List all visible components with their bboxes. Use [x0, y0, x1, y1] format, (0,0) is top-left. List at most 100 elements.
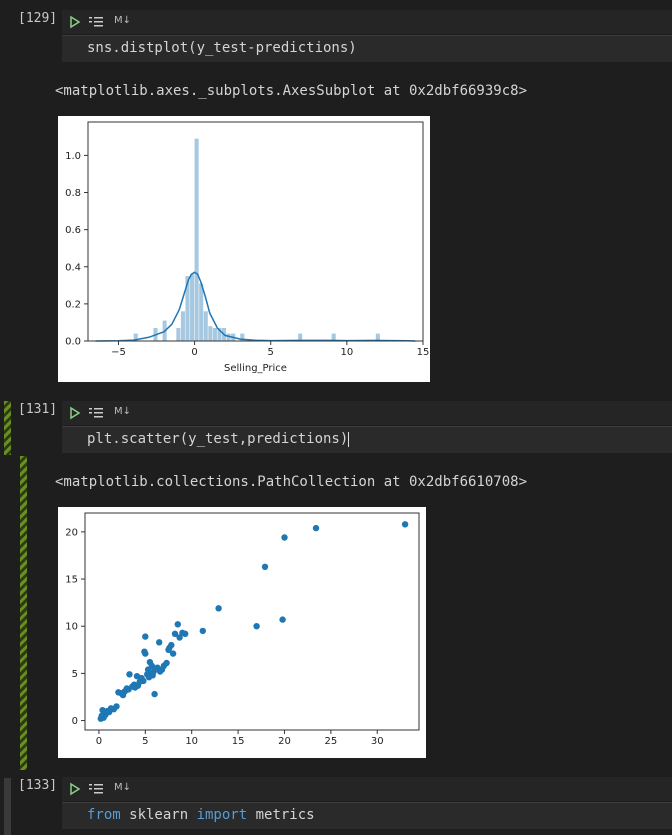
x-tick-label: 20: [278, 736, 291, 747]
y-tick-label: 0: [72, 716, 78, 727]
x-tick-label: 5: [142, 736, 148, 747]
run-cell-icon[interactable]: [68, 15, 82, 29]
histogram-bar: [226, 333, 231, 341]
cell-toolbar: M↓: [62, 777, 672, 801]
x-tick-label: 0: [191, 347, 197, 358]
y-tick-label: 0.2: [65, 299, 81, 310]
axes-frame: [84, 512, 420, 731]
x-tick-label: 10: [340, 347, 353, 358]
code-text: plt.scatter(y_test,predictions): [87, 431, 349, 447]
kde-line: [95, 271, 416, 342]
cell-language-label[interactable]: M↓: [114, 15, 132, 26]
code-line: from sklearn import metrics: [87, 807, 315, 823]
distplot-output: −5 0 5 10 15 0.0 0.2 0.4 0.6 0.8 1.0 Selling_Price: [58, 116, 430, 382]
cell-toolbar: M↓: [62, 10, 672, 34]
scatter-point: [176, 634, 183, 641]
scatter-point: [171, 630, 179, 637]
histogram-bar: [217, 328, 222, 341]
y-tick-label: 1.0: [65, 151, 81, 162]
scatter-point: [174, 621, 181, 628]
y-tick-label: 15: [65, 575, 78, 586]
y-tick-label: 0.4: [65, 262, 81, 273]
markdown-toggle-icon[interactable]: [88, 15, 104, 29]
cell-collapse-bar[interactable]: [4, 778, 11, 835]
distplot-chart: −5 0 5 10 15 0.0 0.2 0.4 0.6 0.8 1.0 Selling_Price: [65, 121, 430, 374]
histogram-bar: [199, 283, 204, 341]
cell-collapse-bar[interactable]: [4, 401, 11, 455]
scatter-point: [215, 605, 222, 612]
code-line: plt.scatter(y_test,predictions): [87, 431, 350, 447]
text-cursor: [348, 431, 350, 447]
histogram-bar: [203, 311, 208, 341]
histogram-bar: [298, 333, 303, 341]
y-tick-label: 5: [72, 669, 78, 680]
scatter-output: 0 5 10 15 20 25 30 0 5 10 15 20: [58, 507, 426, 758]
scatter-point: [279, 616, 286, 623]
module-name: sklearn: [120, 807, 197, 823]
output-collapse-bar[interactable]: [20, 456, 27, 770]
keyword-from: from: [87, 807, 121, 823]
markdown-toggle-icon[interactable]: [88, 406, 104, 420]
scatter-point: [261, 563, 269, 570]
x-tick-label: −5: [111, 347, 126, 358]
scatter-point: [312, 524, 320, 532]
scatter-point: [182, 630, 189, 637]
scatter-point: [151, 690, 158, 698]
histogram-bar: [208, 326, 213, 341]
x-tick-label: 15: [417, 347, 430, 358]
output-text: <matplotlib.axes._subplots.AxesSubplot a…: [55, 83, 528, 99]
scatter-point: [156, 639, 163, 646]
histogram-bar: [133, 333, 138, 341]
scatter-point: [253, 623, 260, 630]
histogram-bar: [185, 276, 190, 341]
code-editor[interactable]: sns.distplot(y_test-predictions): [62, 35, 672, 62]
scatter-point: [126, 671, 133, 678]
scatter-chart: 0 5 10 15 20 25 30 0 5 10 15 20: [65, 512, 420, 747]
execution-count: [131]: [18, 402, 58, 417]
code-editor[interactable]: from sklearn import metrics: [62, 802, 672, 829]
scatter-point: [281, 534, 288, 541]
scatter-point: [113, 703, 120, 710]
x-axis-label: Selling_Price: [224, 363, 287, 374]
notebook-cell-131[interactable]: [131] M↓ plt.scatter(y_test,predictions)…: [0, 390, 672, 772]
notebook-cell-129[interactable]: [129] M↓ sns.distplot(y_test-predictions…: [0, 0, 672, 390]
run-cell-icon[interactable]: [68, 406, 82, 420]
axes-frame: [87, 121, 424, 342]
y-tick-label: 0.8: [65, 188, 81, 199]
scatter-point: [199, 627, 206, 635]
execution-count: [129]: [18, 11, 58, 26]
histogram-bar: [190, 274, 195, 341]
scatter-point: [163, 659, 170, 667]
histogram-bar: [240, 333, 245, 341]
x-tick-label: 10: [185, 736, 198, 747]
scatter-point: [142, 633, 149, 640]
histogram-bar: [176, 328, 181, 341]
y-tick-label: 10: [65, 622, 78, 633]
x-tick-label: 30: [371, 736, 384, 747]
keyword-import: import: [196, 807, 248, 823]
code-editor[interactable]: plt.scatter(y_test,predictions): [62, 426, 672, 453]
output-text: <matplotlib.collections.PathCollection a…: [55, 474, 528, 490]
histogram-bar: [375, 333, 380, 341]
run-cell-icon[interactable]: [68, 782, 82, 796]
scatter-point: [169, 650, 177, 657]
scatter-point: [142, 650, 149, 657]
scatter-point: [401, 521, 409, 528]
notebook-cell-133[interactable]: [133] M↓ from sklearn import metrics: [0, 772, 672, 835]
cell-language-label[interactable]: M↓: [114, 782, 132, 793]
execution-count: [133]: [18, 778, 58, 793]
histogram-bar: [212, 328, 217, 341]
x-tick-label: 15: [232, 736, 245, 747]
y-tick-label: 20: [65, 527, 78, 538]
cell-toolbar: M↓: [62, 401, 672, 425]
scatter-point: [140, 677, 147, 685]
x-tick-label: 5: [268, 347, 274, 358]
cell-language-label[interactable]: M↓: [114, 406, 132, 417]
scatter-point: [168, 641, 175, 649]
y-tick-label: 0.6: [65, 225, 81, 236]
histogram-bar: [331, 333, 336, 341]
markdown-toggle-icon[interactable]: [88, 782, 104, 796]
histogram-bar: [180, 311, 185, 341]
code-line: sns.distplot(y_test-predictions): [87, 40, 357, 56]
x-tick-label: 0: [96, 736, 102, 747]
